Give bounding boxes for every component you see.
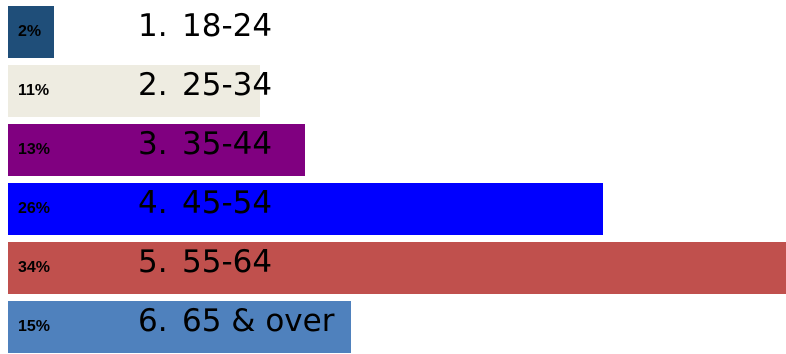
bar-5	[8, 242, 786, 294]
category-label-1: 1. 18-24	[138, 0, 272, 52]
category-number-3: 3.	[138, 126, 168, 162]
category-label-5: 5. 55-64	[138, 236, 272, 288]
category-range-6: 65 & over	[182, 303, 335, 339]
category-range-1: 18-24	[182, 8, 273, 44]
category-label-3: 3. 35-44	[138, 118, 272, 170]
data-label-6: 15%	[18, 318, 51, 335]
category-number-5: 5.	[138, 244, 168, 280]
category-number-1: 1.	[138, 8, 168, 44]
data-label-4: 26%	[18, 200, 51, 217]
category-range-2: 25-34	[182, 67, 273, 103]
data-label-2: 11%	[18, 82, 50, 99]
bar-1	[8, 6, 54, 58]
bar-2	[8, 65, 260, 117]
data-label-5: 34%	[18, 259, 51, 276]
category-range-4: 45-54	[182, 185, 273, 221]
category-label-2: 2. 25-34	[138, 59, 272, 111]
category-range-3: 35-44	[182, 126, 273, 162]
category-number-6: 6.	[138, 303, 168, 339]
category-label-6: 6. 65 & over	[138, 295, 334, 347]
category-number-4: 4.	[138, 185, 168, 221]
data-label-1: 2%	[18, 23, 42, 40]
category-number-2: 2.	[138, 67, 168, 103]
category-label-4: 4. 45-54	[138, 177, 272, 229]
bar-3	[8, 124, 305, 176]
category-range-5: 55-64	[182, 244, 273, 280]
data-label-3: 13%	[18, 141, 51, 158]
bar-6	[8, 301, 351, 353]
bar-4	[8, 183, 603, 235]
